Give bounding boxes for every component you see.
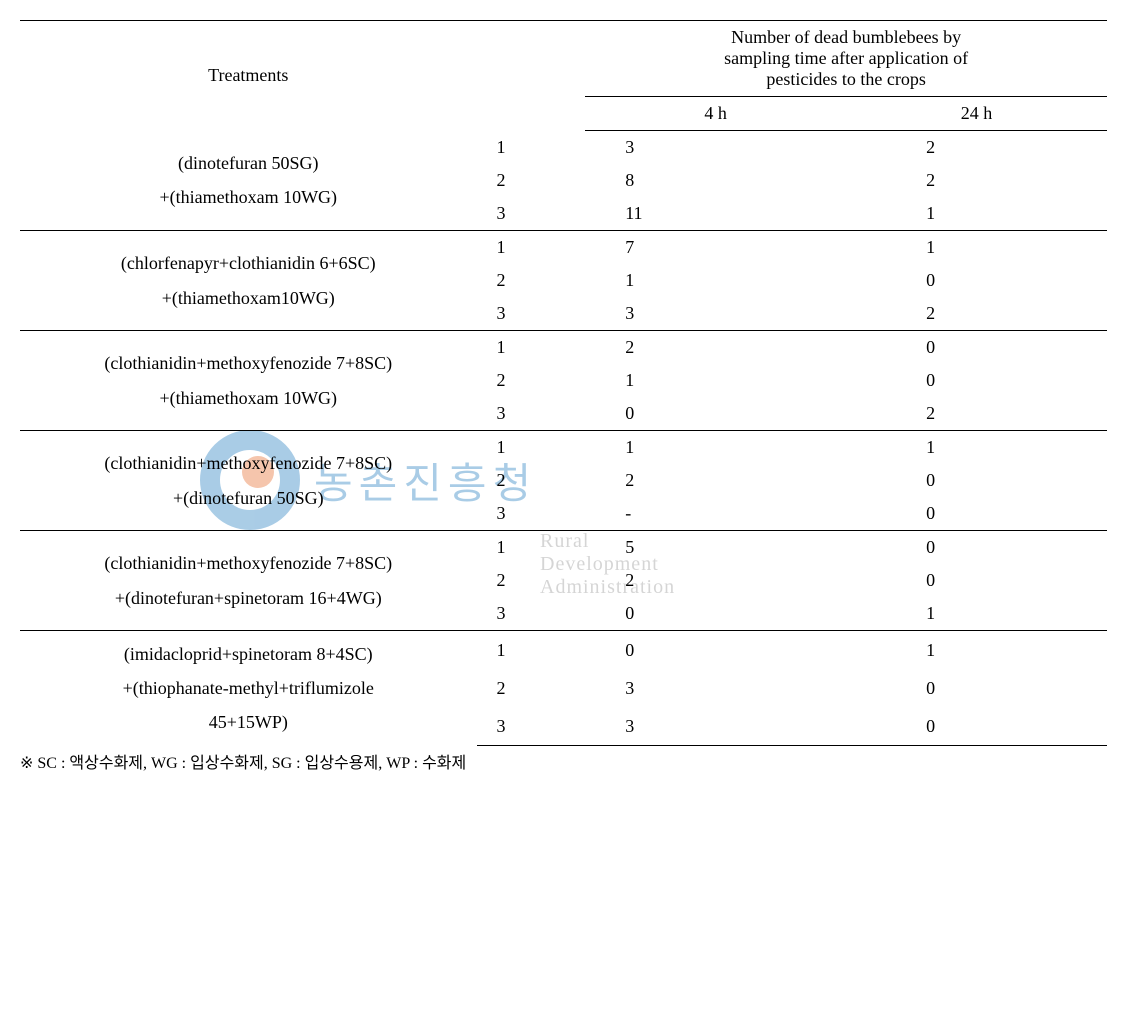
rep-cell: 3 — [477, 597, 586, 631]
rep-cell: 2 — [477, 669, 586, 707]
header-24h: 24 h — [846, 97, 1107, 131]
value-4h-cell: 0 — [585, 597, 846, 631]
value-24h-cell: 0 — [846, 264, 1107, 297]
value-24h-cell: 0 — [846, 364, 1107, 397]
treatment-cell: (clothianidin+methoxyfenozide 7+8SC) +(di… — [20, 531, 477, 631]
value-4h-cell: 1 — [585, 431, 846, 465]
rep-cell: 2 — [477, 364, 586, 397]
treatment-line: +(thiamethoxam10WG) — [162, 288, 335, 308]
value-4h-cell: 1 — [585, 264, 846, 297]
rep-cell: 1 — [477, 131, 586, 165]
treatment-cell: (chlorfenapyr+clothianidin 6+6SC) +(thiam… — [20, 231, 477, 331]
rep-cell: 3 — [477, 197, 586, 231]
header-group-line1: Number of dead bumblebees by — [731, 27, 961, 47]
value-4h-cell: 0 — [585, 397, 846, 431]
value-4h-cell: 3 — [585, 131, 846, 165]
table-row: (clothianidin+methoxyfenozide 7+8SC)+(di… — [20, 431, 1107, 465]
value-4h-cell: 3 — [585, 669, 846, 707]
value-4h-cell: 2 — [585, 464, 846, 497]
treatment-line: +(dinotefuran+spinetoram 16+4WG) — [115, 588, 382, 608]
rep-cell: 3 — [477, 707, 586, 746]
table-row: (imidacloprid+spinetoram 8+4SC)+(thiopha… — [20, 631, 1107, 670]
value-24h-cell: 2 — [846, 131, 1107, 165]
value-4h-cell: 1 — [585, 364, 846, 397]
rep-cell: 1 — [477, 231, 586, 265]
rep-cell: 2 — [477, 264, 586, 297]
value-24h-cell: 1 — [846, 431, 1107, 465]
table-row: (dinotefuran 50SG)+(thiamethoxam 10WG)13… — [20, 131, 1107, 165]
value-24h-cell: 1 — [846, 597, 1107, 631]
rep-cell: 3 — [477, 397, 586, 431]
treatment-line: (imidacloprid+spinetoram 8+4SC) — [124, 644, 373, 664]
table-row: (clothianidin+methoxyfenozide 7+8SC)+(th… — [20, 331, 1107, 365]
treatment-line: (clothianidin+methoxyfenozide 7+8SC) — [104, 553, 392, 573]
value-24h-cell: 1 — [846, 231, 1107, 265]
value-24h-cell: 0 — [846, 707, 1107, 746]
value-24h-cell: 0 — [846, 331, 1107, 365]
header-rep-blank — [477, 21, 586, 131]
treatment-cell: (imidacloprid+spinetoram 8+4SC) +(thiopha… — [20, 631, 477, 746]
rep-cell: 2 — [477, 564, 586, 597]
value-4h-cell: 3 — [585, 707, 846, 746]
treatment-line: (clothianidin+methoxyfenozide 7+8SC) — [104, 453, 392, 473]
value-24h-cell: 0 — [846, 531, 1107, 565]
value-24h-cell: 0 — [846, 669, 1107, 707]
rep-cell: 1 — [477, 531, 586, 565]
header-group-line2: sampling time after application of — [724, 48, 968, 68]
rep-cell: 1 — [477, 631, 586, 670]
rep-cell: 1 — [477, 331, 586, 365]
rep-cell: 2 — [477, 164, 586, 197]
treatment-line: +(thiamethoxam 10WG) — [159, 388, 337, 408]
treatment-cell: (clothianidin+methoxyfenozide 7+8SC) +(th… — [20, 331, 477, 431]
value-24h-cell: 1 — [846, 631, 1107, 670]
treatment-line: 45+15WP) — [209, 712, 288, 732]
value-4h-cell: 8 — [585, 164, 846, 197]
treatment-line: +(dinotefuran 50SG) — [173, 488, 324, 508]
treatment-line: +(thiamethoxam 10WG) — [159, 187, 337, 207]
value-24h-cell: 0 — [846, 497, 1107, 531]
rep-cell: 3 — [477, 297, 586, 331]
table-row: (clothianidin+methoxyfenozide 7+8SC)+(di… — [20, 531, 1107, 565]
value-4h-cell: 3 — [585, 297, 846, 331]
treatment-line: (dinotefuran 50SG) — [178, 153, 318, 173]
value-24h-cell: 0 — [846, 464, 1107, 497]
value-4h-cell: 7 — [585, 231, 846, 265]
rep-cell: 1 — [477, 431, 586, 465]
value-24h-cell: 0 — [846, 564, 1107, 597]
rep-cell: 2 — [477, 464, 586, 497]
value-24h-cell: 2 — [846, 397, 1107, 431]
value-4h-cell: 5 — [585, 531, 846, 565]
data-table: Treatments Number of dead bumblebees by … — [20, 20, 1107, 746]
treatment-cell: (clothianidin+methoxyfenozide 7+8SC) +(di… — [20, 431, 477, 531]
value-24h-cell: 1 — [846, 197, 1107, 231]
table-row: (chlorfenapyr+clothianidin 6+6SC)+(thiam… — [20, 231, 1107, 265]
value-24h-cell: 2 — [846, 297, 1107, 331]
treatment-line: (clothianidin+methoxyfenozide 7+8SC) — [104, 353, 392, 373]
rep-cell: 3 — [477, 497, 586, 531]
header-group-line3: pesticides to the crops — [766, 69, 925, 89]
footnote: ※ SC : 액상수화제, WG : 입상수화제, SG : 입상수용제, WP… — [20, 746, 1107, 773]
value-4h-cell: 2 — [585, 564, 846, 597]
treatment-line: +(thiophanate-methyl+triflumizole — [123, 678, 374, 698]
header-4h: 4 h — [585, 97, 846, 131]
header-treatments: Treatments — [20, 21, 477, 131]
value-4h-cell: 11 — [585, 197, 846, 231]
value-24h-cell: 2 — [846, 164, 1107, 197]
value-4h-cell: - — [585, 497, 846, 531]
treatment-cell: (dinotefuran 50SG) +(thiamethoxam 10WG) — [20, 131, 477, 231]
header-group: Number of dead bumblebees by sampling ti… — [585, 21, 1107, 97]
value-4h-cell: 2 — [585, 331, 846, 365]
value-4h-cell: 0 — [585, 631, 846, 670]
treatment-line: (chlorfenapyr+clothianidin 6+6SC) — [121, 253, 376, 273]
